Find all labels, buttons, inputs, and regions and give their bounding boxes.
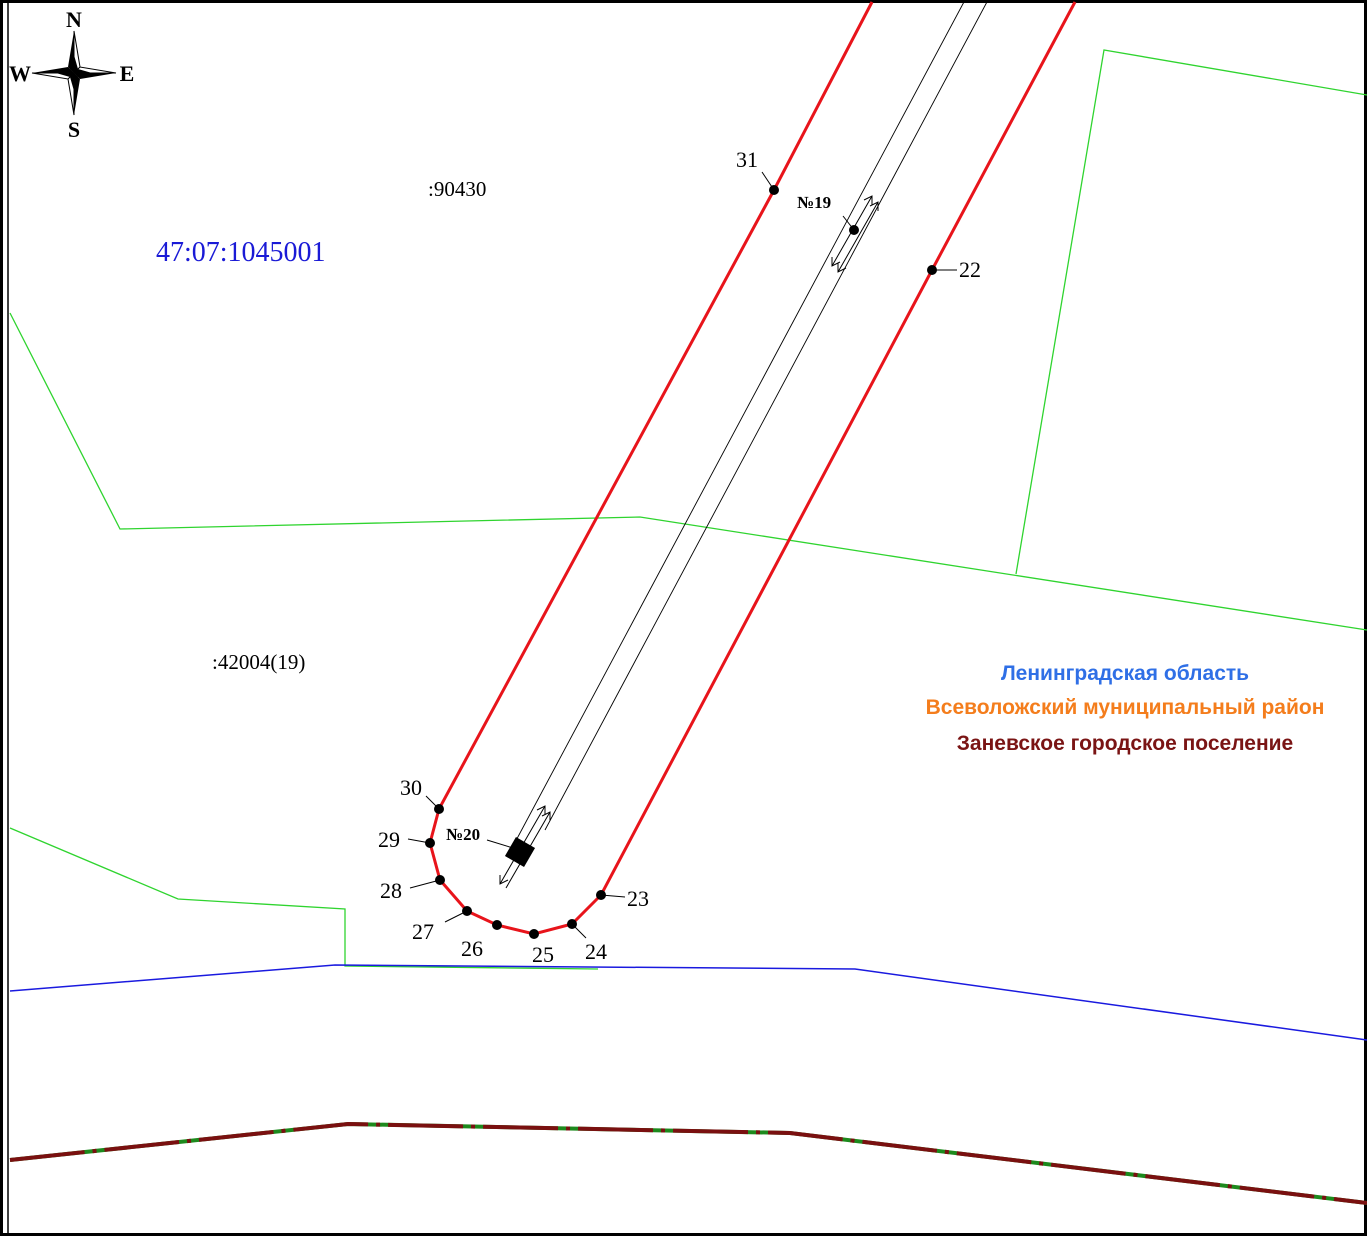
point-label-28: 28: [380, 878, 402, 903]
marker-19-leader: [842, 215, 855, 231]
corridor-line-right: [544, 0, 989, 831]
cable-corridor: [511, 0, 989, 849]
leader-29: [407, 838, 431, 844]
admin-legend: Ленинградская область Всеволожский муниц…: [920, 660, 1330, 758]
leader-23: [600, 894, 626, 898]
point-label-22: 22: [959, 257, 981, 282]
plot-boundary-west: [428, 1, 874, 936]
leader-31: [761, 171, 775, 191]
marker-19-label: №19: [797, 193, 831, 212]
marker-19: [831, 195, 879, 273]
plot-boundary: [428, 1, 1077, 936]
leader-27: [444, 910, 468, 923]
settlement-boundary-green: [9, 1121, 1367, 1205]
point-label-27: 27: [412, 919, 434, 944]
marker-20-leader: [486, 839, 514, 849]
marker-20-block: [504, 836, 536, 868]
parcel-90430-label: :90430: [428, 177, 486, 201]
settlement-boundary-red: [9, 1121, 1367, 1205]
compass-rose: [31, 30, 117, 116]
corridor-line-left: [511, 0, 966, 849]
marker-19-arrows: [831, 195, 879, 273]
parcel-boundary-south: [9, 827, 599, 970]
marker-20-arrows: [499, 805, 551, 889]
compass-north-label: N: [66, 7, 82, 32]
point-label-30: 30: [400, 775, 422, 800]
marker-20: [486, 805, 551, 889]
plot-boundary-east: [599, 1, 1077, 896]
compass-west-label: W: [9, 61, 31, 86]
leader-24: [571, 923, 587, 939]
legend-district: Всеволожский муниципальный район: [925, 696, 1325, 719]
parcel-boundaries: [9, 49, 1367, 970]
leader-30: [425, 795, 440, 810]
parcel-boundary-west: [9, 312, 1367, 631]
legend-settlement: Заневское городское поселение: [956, 732, 1294, 755]
point-25: [529, 929, 539, 939]
point-label-26: 26: [461, 936, 483, 961]
legend-region: Ленинградская область: [1000, 662, 1250, 685]
point-label-23: 23: [627, 886, 649, 911]
municipal-boundary: [9, 964, 1367, 1041]
marker-20-label: №20: [446, 825, 480, 844]
parcel-boundary-east: [1015, 49, 1367, 575]
point-label-24: 24: [585, 939, 607, 964]
compass-east-label: E: [120, 61, 135, 86]
compass-south-label: S: [68, 117, 80, 142]
point-26: [492, 920, 502, 930]
point-label-29: 29: [378, 827, 400, 852]
point-label-31: 31: [736, 147, 758, 172]
settlement-boundary: [9, 1121, 1367, 1205]
leader-28: [409, 879, 441, 889]
point-leaders: [407, 171, 957, 939]
point-label-25: 25: [532, 942, 554, 967]
parcel-42004-label: :42004(19): [212, 650, 305, 674]
cadastral-quarter-label: 47:07:1045001: [156, 237, 326, 268]
boundary-points: [425, 185, 937, 939]
